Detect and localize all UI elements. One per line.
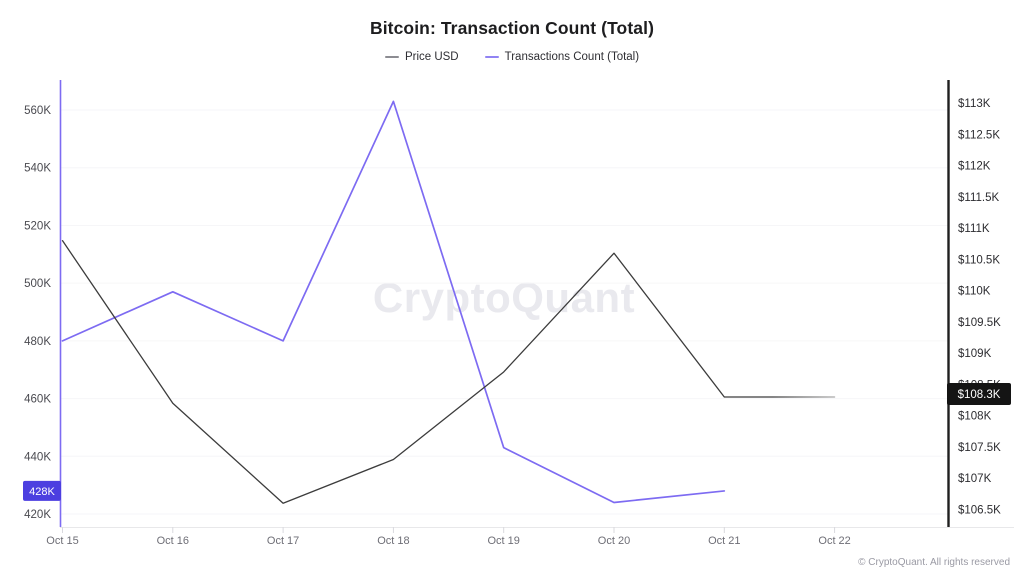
right-axis-tick-label: $110K <box>958 286 991 298</box>
right-axis-tick-label: $112K <box>958 161 991 173</box>
price-usd-line <box>61 240 836 504</box>
x-axis-tick-label: Oct 17 <box>267 535 299 547</box>
x-axis-tick-label: Oct 16 <box>157 535 189 547</box>
transactions-current-value-label: 428K <box>29 486 55 498</box>
right-axis-tick-label: $112.5K <box>958 129 1000 141</box>
chart-title: Bitcoin: Transaction Count (Total) <box>369 18 655 38</box>
left-axis-tick-label: 540K <box>24 163 51 175</box>
legend: Price USD Transactions Count (Total) <box>0 51 1024 63</box>
left-axis-tick-label: 560K <box>24 105 51 117</box>
right-axis-tick-label: $111.5K <box>958 192 999 204</box>
legend-item-price-usd[interactable]: Price USD <box>384 51 459 63</box>
x-axis-tick-label: Oct 21 <box>708 535 740 547</box>
price-current-value-label: $108.3K <box>958 389 1001 401</box>
x-axis-tick-label: Oct 15 <box>46 535 78 547</box>
transactions-count-line <box>61 100 726 504</box>
x-axis-tick-label: Oct 20 <box>598 535 630 547</box>
left-axis-tick-label: 460K <box>24 394 51 406</box>
x-axis-tick-label: Oct 18 <box>377 535 409 547</box>
right-axis-tick-label: $109.5K <box>958 317 1001 329</box>
left-axis-tick-label: 480K <box>24 336 51 348</box>
copyright-text: © CryptoQuant. All rights reserved <box>858 557 1010 568</box>
right-axis-tick-label: $107K <box>958 473 992 485</box>
price-series-dash-icon <box>384 56 399 58</box>
right-axis-tick-label: $111K <box>958 223 990 235</box>
legend-label-transactions-count: Transactions Count (Total) <box>504 51 640 63</box>
right-axis-tick-label: $110.5K <box>958 254 1000 266</box>
right-axis-tick-label: $107.5K <box>958 442 1001 454</box>
x-axis-tick-label: Oct 19 <box>487 535 519 547</box>
transactions-current-value-badge <box>23 480 61 501</box>
legend-item-transactions-count[interactable]: Transactions Count (Total) <box>484 51 640 63</box>
transactions-series-dash-icon <box>484 56 499 58</box>
left-axis-tick-label: 500K <box>24 278 51 290</box>
price-current-value-badge <box>947 382 1011 405</box>
legend-label-price-usd: Price USD <box>404 51 459 63</box>
right-axis-tick-label: $113K <box>958 98 991 110</box>
right-axis-tick-label: $109K <box>958 348 992 360</box>
right-axis-tick-label: $106.5K <box>958 504 1001 516</box>
left-axis-tick-label: 520K <box>24 220 51 232</box>
left-axis-tick-label: 440K <box>24 451 51 463</box>
left-axis-tick-label: 420K <box>24 509 51 521</box>
right-axis-tick-label: $108K <box>958 411 992 423</box>
x-axis-tick-label: Oct 22 <box>818 535 850 547</box>
